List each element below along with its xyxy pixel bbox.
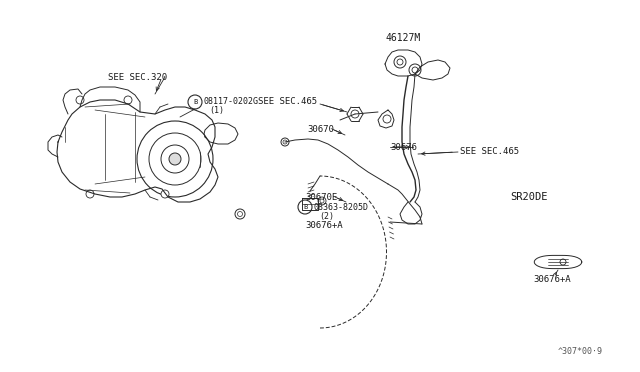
Ellipse shape (560, 259, 566, 265)
Text: SEE SEC.320: SEE SEC.320 (108, 73, 167, 81)
Text: 30676: 30676 (390, 142, 417, 151)
Ellipse shape (412, 67, 418, 73)
Ellipse shape (397, 59, 403, 65)
Ellipse shape (137, 121, 213, 197)
Ellipse shape (86, 190, 94, 198)
Text: 08363-8205D: 08363-8205D (314, 202, 369, 212)
Text: (1): (1) (209, 106, 224, 115)
Text: 30670E: 30670E (305, 192, 337, 202)
Ellipse shape (298, 200, 312, 214)
Ellipse shape (283, 140, 287, 144)
Ellipse shape (237, 212, 243, 217)
Text: 30670: 30670 (307, 125, 334, 134)
Ellipse shape (149, 133, 201, 185)
Ellipse shape (318, 197, 326, 205)
Ellipse shape (76, 96, 84, 104)
Text: B: B (303, 204, 307, 210)
Ellipse shape (281, 138, 289, 146)
Text: (2): (2) (319, 212, 334, 221)
Text: 30676+A: 30676+A (305, 221, 342, 230)
Ellipse shape (188, 95, 202, 109)
Ellipse shape (235, 209, 245, 219)
Ellipse shape (351, 110, 359, 118)
Ellipse shape (394, 56, 406, 68)
Ellipse shape (124, 96, 132, 104)
Text: 08117-0202G: 08117-0202G (204, 97, 259, 106)
Ellipse shape (409, 64, 421, 76)
Text: 30676+A: 30676+A (533, 275, 571, 283)
Text: B: B (193, 99, 197, 105)
Text: SR20DE: SR20DE (510, 192, 547, 202)
Ellipse shape (161, 145, 189, 173)
Ellipse shape (169, 153, 181, 165)
Text: SEE SEC.465: SEE SEC.465 (460, 148, 519, 157)
Text: 46127M: 46127M (385, 33, 420, 43)
Text: ^307*00·9: ^307*00·9 (558, 347, 603, 356)
Text: SEE SEC.465: SEE SEC.465 (258, 97, 317, 106)
Ellipse shape (161, 190, 169, 198)
Ellipse shape (320, 199, 324, 203)
Ellipse shape (383, 115, 391, 123)
